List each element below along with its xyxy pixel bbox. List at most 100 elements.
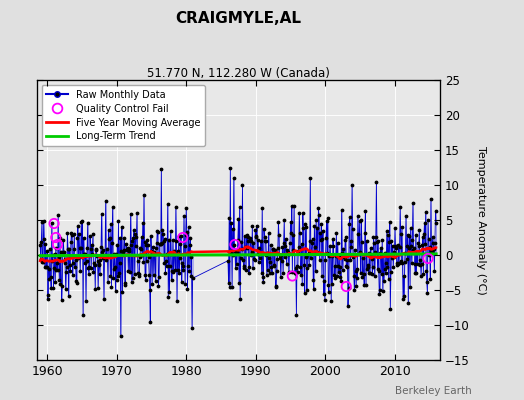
Point [66, 262, 74, 268]
Point [288, 273, 297, 279]
Point [86, 246, 95, 252]
Point [172, 204, 180, 211]
Point [83, 220, 92, 226]
Point [104, 279, 112, 285]
Point [97, 210, 106, 217]
Point [78, 218, 86, 224]
Point [71, 257, 80, 264]
Point [265, 255, 274, 261]
Point [347, 244, 356, 250]
Point [156, 241, 165, 247]
Point [398, 260, 407, 266]
Point [277, 274, 285, 280]
Point [53, 260, 61, 266]
Point [120, 235, 128, 242]
Point [179, 263, 187, 269]
Point [360, 282, 368, 288]
Point [100, 253, 108, 260]
Point [187, 254, 195, 260]
Point [325, 289, 333, 296]
Point [305, 237, 314, 244]
Point [134, 258, 142, 264]
Point [168, 276, 176, 283]
Point [48, 220, 56, 227]
Point [158, 240, 166, 246]
Point [64, 245, 72, 252]
Point [261, 238, 270, 244]
Point [229, 252, 237, 258]
Point [334, 263, 342, 269]
Point [414, 243, 423, 250]
Point [306, 175, 314, 181]
Point [409, 200, 417, 206]
Point [37, 239, 46, 245]
Point [368, 271, 377, 278]
Point [429, 240, 438, 246]
Point [431, 240, 439, 246]
Point [227, 249, 235, 255]
Point [431, 208, 440, 215]
Point [147, 248, 156, 254]
Point [74, 222, 82, 229]
Point [96, 271, 104, 277]
Point [322, 218, 331, 224]
Point [75, 230, 83, 237]
Point [390, 254, 399, 260]
Point [83, 245, 91, 251]
Point [331, 275, 340, 281]
Point [385, 276, 393, 282]
Text: Berkeley Earth: Berkeley Earth [395, 386, 472, 396]
Point [356, 270, 365, 276]
Point [52, 234, 60, 241]
Point [124, 245, 132, 251]
Point [247, 252, 255, 258]
Point [394, 242, 402, 248]
Point [165, 288, 173, 295]
Point [427, 248, 435, 254]
Point [345, 220, 353, 227]
Point [420, 231, 428, 237]
Point [377, 271, 386, 278]
Point [137, 246, 145, 253]
Point [374, 266, 382, 272]
Point [349, 254, 357, 260]
Point [338, 250, 346, 257]
Point [138, 252, 146, 258]
Point [266, 259, 275, 265]
Point [391, 224, 399, 231]
Point [78, 254, 86, 260]
Point [283, 246, 291, 253]
Point [283, 251, 292, 258]
Point [81, 260, 89, 266]
Point [381, 250, 389, 256]
Point [362, 282, 370, 288]
Point [49, 252, 57, 258]
Point [228, 284, 236, 290]
Point [129, 235, 138, 241]
Point [53, 241, 62, 248]
Point [375, 291, 384, 298]
Point [245, 270, 253, 277]
Legend: Raw Monthly Data, Quality Control Fail, Five Year Moving Average, Long-Term Tren: Raw Monthly Data, Quality Control Fail, … [41, 85, 205, 146]
Point [352, 283, 361, 289]
Point [304, 250, 313, 257]
Point [93, 258, 102, 264]
Point [426, 276, 434, 282]
Point [126, 268, 134, 275]
Point [85, 264, 94, 270]
Point [392, 260, 401, 266]
Point [238, 182, 247, 188]
Point [270, 262, 279, 268]
Point [263, 272, 271, 278]
Point [372, 234, 380, 240]
Point [385, 239, 394, 245]
Point [412, 232, 420, 238]
Point [151, 278, 160, 284]
Point [175, 270, 183, 276]
Point [405, 233, 413, 240]
Point [50, 220, 58, 227]
Point [82, 297, 90, 304]
Point [415, 227, 423, 234]
Point [47, 285, 56, 291]
Point [394, 260, 402, 267]
